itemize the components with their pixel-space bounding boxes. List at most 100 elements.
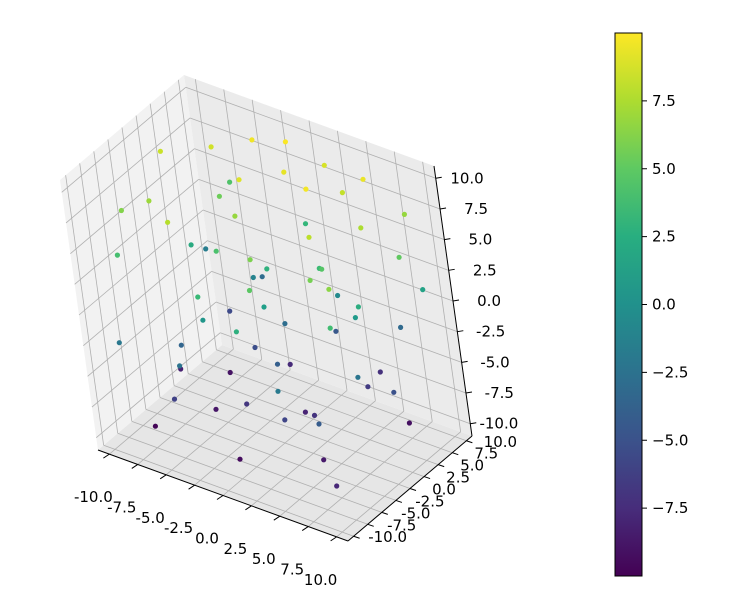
scatter-point: [333, 328, 339, 334]
colorbar-tick-label: 5.0: [652, 160, 676, 178]
x-tick-label: 2.5: [223, 540, 247, 558]
z-tick-label: 2.5: [473, 261, 497, 279]
y-tick: [353, 535, 360, 539]
scatter-point: [274, 361, 281, 367]
grid-line: [393, 151, 433, 422]
scatter-point: [321, 162, 327, 168]
scatter-point: [339, 190, 345, 196]
scatter-point: [365, 384, 371, 390]
scatter-point: [391, 389, 397, 395]
scatter-point: [233, 329, 239, 335]
y-tick-label: 5.0: [460, 457, 484, 475]
scatter-point: [246, 287, 253, 294]
y-tick-label: 2.5: [446, 469, 470, 487]
scatter-point: [275, 388, 281, 394]
grid-line: [198, 178, 449, 271]
grid-line: [135, 115, 175, 386]
scatter-point: [327, 325, 333, 331]
scatter-point: [208, 144, 214, 150]
y-tick: [466, 440, 473, 444]
x-tick-label: 0.0: [195, 530, 219, 548]
x-tick-label: 5.0: [252, 550, 276, 568]
x-tick: [103, 453, 110, 459]
y-tick: [452, 452, 459, 456]
grid-line: [189, 117, 441, 210]
grid-line: [61, 86, 186, 193]
z-tick: [439, 207, 447, 210]
scatter-point: [360, 176, 366, 182]
x-tick-label: 7.5: [280, 561, 304, 579]
colorbar-tick-label: 7.5: [652, 92, 676, 110]
x-tick-label: -7.5: [107, 498, 136, 516]
grid-line: [365, 141, 405, 412]
z-tick-label: 0.0: [477, 292, 501, 310]
scatter-point: [188, 242, 194, 248]
y-tick: [409, 488, 417, 491]
z-tick-label: -2.5: [476, 323, 505, 341]
z-tick-label: 10.0: [450, 169, 483, 187]
scatter-point: [236, 177, 242, 183]
x-tick-label: -5.0: [136, 509, 165, 527]
grid-line: [78, 209, 204, 316]
y-tick-label: 10.0: [484, 433, 517, 451]
y-tick: [367, 523, 374, 527]
scatter-point: [355, 374, 361, 380]
x-tick: [188, 484, 195, 490]
scatter-point: [321, 457, 327, 463]
scatter-point: [152, 423, 158, 429]
scatter-point: [227, 369, 233, 376]
scatter-point: [398, 324, 404, 330]
scatter-point: [237, 456, 243, 462]
grid-line: [251, 400, 376, 507]
scatter-point: [247, 257, 253, 263]
scatter-points: [114, 137, 426, 489]
scatter-point: [227, 308, 233, 314]
colorbar-tick-label: 2.5: [652, 228, 676, 246]
x-tick: [301, 526, 309, 531]
scatter-point: [306, 234, 312, 240]
colorbar-tick-label: −7.5: [652, 499, 688, 517]
colorbar-tick-label: 0.0: [652, 296, 676, 314]
scatter-point: [281, 169, 287, 175]
scatter-point: [307, 277, 313, 283]
scatter-point: [316, 421, 322, 427]
scatter-point: [213, 406, 219, 412]
scatter-point: [116, 340, 122, 346]
x-tick-label: 10.0: [304, 571, 337, 589]
scatter-point: [335, 292, 341, 299]
scatter-point: [377, 369, 383, 375]
scatter-point: [250, 274, 256, 281]
grid-line: [202, 361, 453, 454]
z-tick-label: -10.0: [479, 415, 518, 433]
grid-line: [173, 385, 425, 477]
scatter-point: [401, 211, 407, 217]
grid-line: [163, 91, 203, 362]
scatter-point: [114, 252, 120, 258]
grid-line: [422, 161, 462, 432]
grid-line: [337, 130, 376, 401]
scatter-point: [252, 344, 258, 351]
colorbar: −7.5 −5.0 −2.5 0.0 2.5 5.0 7.5: [614, 32, 688, 577]
z-tick: [452, 299, 460, 302]
colorbar-tick-label: −2.5: [652, 363, 688, 381]
scatter-point: [200, 317, 206, 323]
scatter-point: [302, 409, 308, 415]
grid-line: [65, 117, 191, 224]
y-tick: [395, 499, 403, 503]
scatter-point: [420, 287, 426, 293]
y-tick: [381, 511, 388, 515]
scatter-point: [216, 193, 222, 199]
scatter-point: [249, 137, 255, 143]
z-tick-label: 5.0: [469, 231, 493, 249]
scatter-point: [259, 274, 265, 280]
scatter-point: [282, 417, 288, 423]
y-tick-label: -2.5: [415, 492, 444, 510]
grid-line: [74, 179, 199, 285]
axes-grid: [61, 79, 471, 538]
scatter-point: [358, 225, 364, 231]
scatter-point: [355, 304, 361, 310]
scatter-point: [261, 304, 267, 310]
z-tick: [470, 422, 477, 425]
scatter-point: [334, 483, 340, 489]
